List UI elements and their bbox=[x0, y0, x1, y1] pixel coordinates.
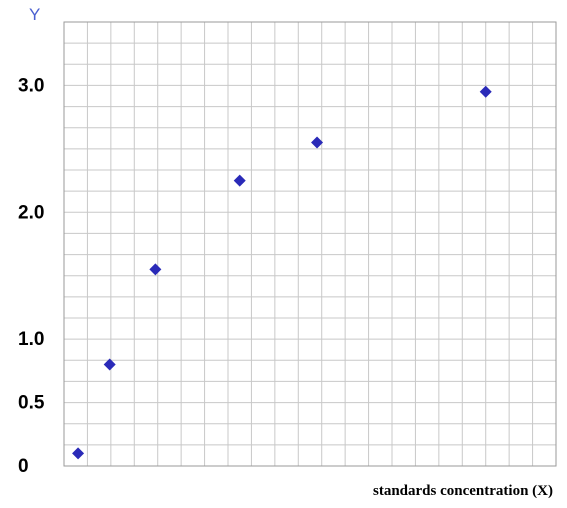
data-point bbox=[479, 85, 492, 98]
y-tick-labels: 3.0 2.0 1.0 0.5 0 bbox=[18, 75, 45, 477]
y-axis-title: Y bbox=[29, 5, 40, 24]
y-tick-label: 0 bbox=[18, 456, 29, 477]
plot-frame bbox=[63, 21, 557, 467]
y-tick-label: 3.0 bbox=[18, 75, 44, 96]
data-point bbox=[72, 447, 85, 460]
x-axis-title: standards concentration (X) bbox=[373, 483, 553, 499]
y-tick-label: 1.0 bbox=[18, 329, 44, 350]
grid bbox=[64, 22, 556, 466]
data-point bbox=[311, 136, 324, 149]
y-tick-label: 2.0 bbox=[18, 202, 44, 223]
data-points bbox=[72, 85, 492, 460]
y-tick-label: 0.5 bbox=[18, 393, 45, 414]
data-point bbox=[103, 358, 116, 371]
data-point bbox=[149, 263, 162, 276]
data-point bbox=[233, 174, 246, 187]
